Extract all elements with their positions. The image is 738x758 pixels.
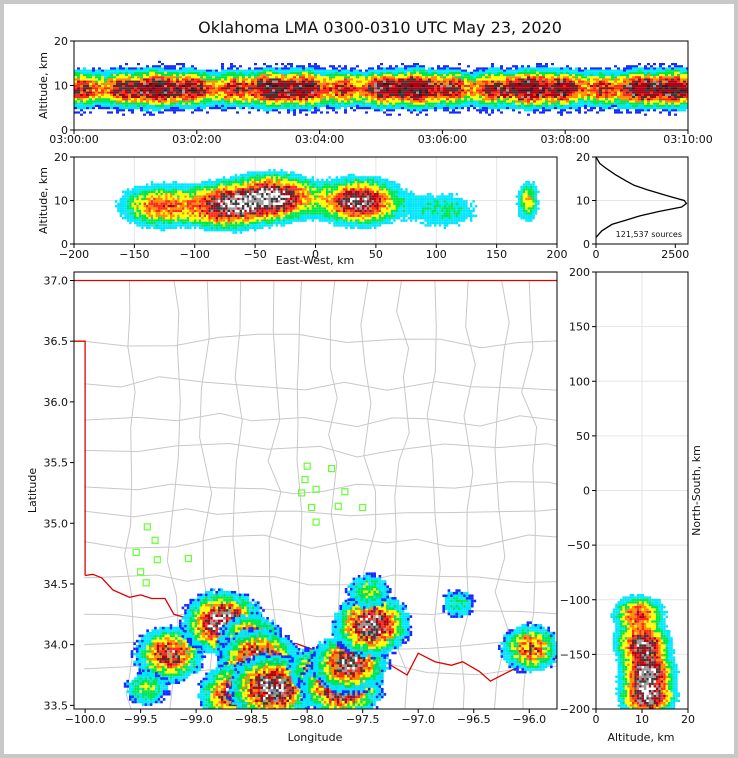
y-tick-label: −50 xyxy=(567,539,590,552)
y-tick-label: 36.0 xyxy=(44,396,69,409)
station-marker xyxy=(312,485,320,493)
y-tick-label: 34.5 xyxy=(44,578,69,591)
plan-view-density xyxy=(123,572,557,709)
x-tick-label: 03:08:00 xyxy=(540,133,589,146)
x-tick-label: 50 xyxy=(369,248,383,261)
y-tick-label: 10 xyxy=(54,80,68,93)
altitude-histogram-panel: 0 10 20 0 2500 xyxy=(576,151,689,261)
x-tick-label: −98.5 xyxy=(235,713,269,726)
station-marker xyxy=(153,556,161,564)
station-marker xyxy=(142,579,150,587)
source-count-label: 121,537 sources xyxy=(616,230,682,239)
y-axis-label: North-South, km xyxy=(690,445,703,536)
x-tick-label: 10 xyxy=(635,713,649,726)
x-axis-label: Altitude, km xyxy=(607,731,674,744)
x-tick-label: 0 xyxy=(312,248,319,261)
y-tick-label: −150 xyxy=(560,648,590,661)
x-axis-label: East-West, km xyxy=(276,254,354,267)
chart-title: Oklahoma LMA 0300-0310 UTC May 23, 2020 xyxy=(198,18,562,37)
plan-view-map-panel: 33.5 34.0 34.5 35.0 35.5 36.0 36.5 37.0 −100.0 −9… xyxy=(26,271,558,744)
y-tick-label: 150 xyxy=(569,321,590,334)
station-marker xyxy=(301,476,309,484)
x-tick-label: −99.0 xyxy=(179,713,213,726)
state-borders xyxy=(74,279,557,682)
y-tick-label: 34.0 xyxy=(44,639,69,652)
x-tick-label: −96.5 xyxy=(457,713,491,726)
station-marker xyxy=(132,548,140,557)
station-marker xyxy=(359,503,367,512)
time-altitude-density xyxy=(74,60,688,116)
station-marker xyxy=(334,502,342,510)
x-tick-label: 150 xyxy=(486,248,507,261)
y-tick-label: 20 xyxy=(54,35,68,48)
x-tick-label: 2500 xyxy=(661,248,689,261)
altitude-histogram-line xyxy=(596,157,688,238)
x-tick-label: 03:04:00 xyxy=(295,133,344,146)
x-tick-label: 0 xyxy=(593,248,600,261)
y-tick-label: −100 xyxy=(560,594,590,607)
time-altitude-panel: 0 10 20 03:00:00 03:02:00 03:04:00 03:06:00 03:… xyxy=(37,35,713,146)
x-tick-label: 03:00:00 xyxy=(49,133,98,146)
y-tick-label: 0 xyxy=(583,485,590,498)
x-tick-label: 0 xyxy=(593,713,600,726)
y-tick-label: 37.0 xyxy=(44,274,69,287)
x-tick-label: −100 xyxy=(180,248,210,261)
y-axis-label: Altitude, km xyxy=(37,167,50,234)
x-tick-label: −50 xyxy=(244,248,267,261)
x-tick-label: −96.0 xyxy=(512,713,546,726)
y-tick-label: 50 xyxy=(576,430,590,443)
x-tick-label: −200 xyxy=(59,248,89,261)
station-marker xyxy=(143,523,151,531)
x-tick-label: 03:02:00 xyxy=(172,133,221,146)
station-marker xyxy=(298,489,306,497)
y-tick-label: 0 xyxy=(61,238,68,251)
y-tick-label: 20 xyxy=(576,151,590,164)
x-tick-label: −98.0 xyxy=(290,713,324,726)
y-tick-label: −200 xyxy=(560,703,590,716)
east-west-altitude-panel: 0 10 20 −200 −150 −100 −50 0 50 100 150 200 East-Wes… xyxy=(37,151,568,267)
x-tick-label: −150 xyxy=(119,248,149,261)
y-tick-label: 10 xyxy=(576,195,590,208)
y-tick-label: 100 xyxy=(569,375,590,388)
y-tick-label: 20 xyxy=(54,151,68,164)
x-tick-label: 03:06:00 xyxy=(418,133,467,146)
x-tick-label: −97.5 xyxy=(346,713,380,726)
lma-stations xyxy=(132,462,367,587)
station-marker xyxy=(151,536,159,544)
y-tick-label: 35.5 xyxy=(44,457,69,470)
north-south-density xyxy=(610,594,680,709)
y-tick-label: 200 xyxy=(569,266,590,279)
x-tick-label: 100 xyxy=(426,248,447,261)
station-marker xyxy=(184,554,192,563)
x-tick-label: 200 xyxy=(547,248,568,261)
station-marker xyxy=(137,568,145,576)
x-tick-label: 03:10:00 xyxy=(663,133,712,146)
y-tick-label: 36.5 xyxy=(44,335,69,348)
y-tick-label: 35.0 xyxy=(44,517,69,530)
station-marker xyxy=(303,462,311,470)
y-tick-label: 0 xyxy=(61,124,68,137)
station-marker xyxy=(308,503,316,512)
y-tick-label: 33.5 xyxy=(44,699,69,712)
y-tick-label: 0 xyxy=(583,238,590,251)
plan-view-frame xyxy=(73,271,558,710)
y-tick-label: 10 xyxy=(54,195,68,208)
x-tick-label: −100.0 xyxy=(65,713,106,726)
x-tick-label: 20 xyxy=(681,713,695,726)
y-axis-label: Altitude, km xyxy=(37,52,50,119)
x-tick-label: −99.5 xyxy=(124,713,158,726)
station-marker xyxy=(341,488,349,496)
station-marker xyxy=(312,518,320,526)
y-axis-label: Latitude xyxy=(26,468,39,514)
x-axis-label: Longitude xyxy=(288,731,343,744)
x-tick-label: −97.0 xyxy=(401,713,435,726)
east-west-density xyxy=(114,169,540,234)
station-marker xyxy=(328,465,336,473)
altitude-north-south-panel: −200 −150 −100 −50 0 50 100 150 200 0 10 20 Altitude… xyxy=(560,266,703,744)
